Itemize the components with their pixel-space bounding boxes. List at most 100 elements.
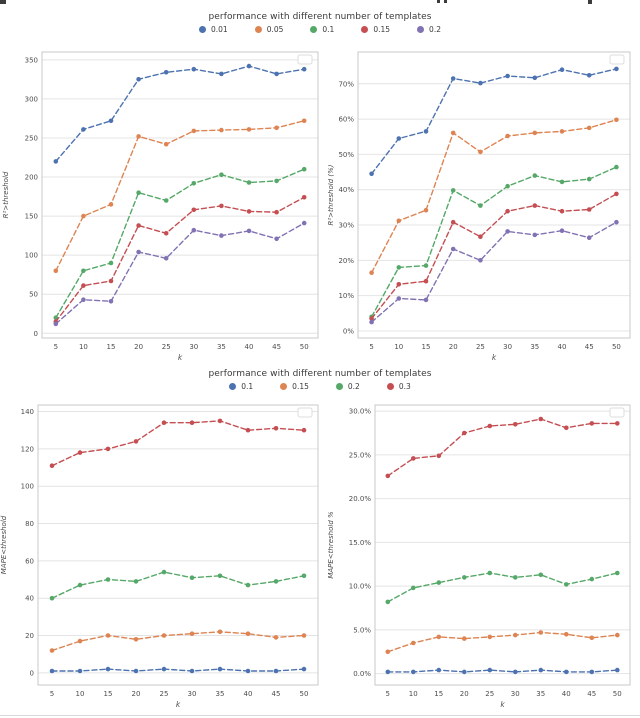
y-tick-label: 5.0% (353, 626, 371, 634)
series-line (370, 68, 618, 175)
series-point (559, 228, 565, 233)
x-tick-label: 50 (300, 690, 309, 698)
series-point (105, 577, 111, 582)
series-point (487, 570, 493, 576)
legend-bottom: performance with different number of tem… (0, 369, 640, 391)
chart-r2-threshold-percent: 0% 10% 20% 30% 40% 50% 60% 70% 5 10 15 20 25 30 35 40 45… (327, 42, 636, 368)
series-point (191, 207, 197, 213)
y-tick-label: 20 (25, 632, 34, 640)
series-point (411, 669, 416, 675)
series-point (163, 141, 169, 147)
series-point (614, 219, 619, 225)
x-tick-label: 25 (476, 343, 485, 351)
series-point (105, 633, 111, 638)
x-tick-label: 35 (536, 690, 545, 698)
plot-border (37, 404, 319, 686)
series-point (589, 635, 595, 641)
empty-legend-box (297, 407, 313, 418)
series-point (462, 575, 467, 580)
series-point (538, 572, 544, 578)
chart-svg: 0 50 100 150 200 250 300 350 5 10 15 20 25 30 35 40 45 50… (2, 51, 319, 362)
x-tick-label: 35 (216, 690, 225, 698)
series-point (108, 118, 114, 124)
series-point (513, 632, 518, 638)
chart-svg: 0.0% 5.0% 10.0% 15.0% 20.0% 25.0% 30.0% 5 10 15 20… (327, 404, 631, 709)
y-tick-label: 10.0% (349, 583, 372, 591)
series-point (217, 666, 223, 672)
series-point (396, 296, 402, 301)
series-point (450, 246, 456, 252)
series-point (505, 133, 510, 139)
series-point (217, 418, 223, 424)
legend-entry-label: 0.1 (322, 25, 335, 34)
legend-marker-icon (361, 26, 369, 33)
series-point (161, 569, 167, 575)
series-point (586, 235, 592, 240)
series-point (586, 176, 592, 182)
series-point (478, 80, 483, 86)
x-tick-label: 10 (409, 690, 418, 698)
series-point (396, 265, 402, 270)
y-tick-label: 50% (338, 151, 354, 159)
series-point (301, 66, 307, 72)
series-point (301, 573, 307, 579)
x-tick-label: 25 (160, 690, 169, 698)
legend-title: performance with different number of tem… (208, 12, 432, 22)
series-point (245, 582, 251, 588)
series-point (77, 582, 83, 588)
legend-marker-icon (386, 383, 394, 390)
y-tick-label: 20.0% (349, 495, 372, 503)
empty-legend-box (609, 54, 625, 65)
plot-border (357, 51, 631, 339)
series-point (49, 668, 55, 674)
series-line (55, 65, 305, 163)
series-point (538, 667, 544, 673)
series-point (133, 439, 139, 444)
series-point (301, 118, 307, 124)
series-line (51, 571, 305, 599)
series-point (532, 232, 538, 238)
x-tick-label: 50 (612, 343, 621, 351)
x-tick-label: 45 (272, 690, 281, 698)
chart-svg: 0 20 40 60 80 100 120 140 5 10 15 20 25 30 35 40 45 50 k MA… (0, 404, 319, 709)
series-point (436, 580, 442, 585)
series-line (55, 196, 305, 323)
series-point (301, 166, 307, 172)
empty-legend-box (297, 54, 313, 65)
series-point (385, 669, 391, 675)
series-point (411, 640, 416, 646)
legend-entry: 0.1 (229, 382, 253, 391)
cropped-text-fragment (588, 0, 592, 4)
series-line (51, 668, 305, 672)
legend-entry-label: 0.15 (373, 25, 391, 34)
series-line (387, 631, 618, 653)
series-point (369, 270, 374, 275)
y-tick-label: 70% (338, 80, 354, 88)
series-point (396, 282, 402, 287)
series-point (136, 249, 141, 255)
series-point (273, 635, 279, 640)
x-tick-label: 20 (134, 343, 143, 351)
series-point (191, 128, 197, 134)
series-point (586, 125, 592, 131)
series-point (49, 595, 55, 601)
series-point (538, 416, 544, 422)
series-point (53, 268, 59, 274)
series-point (219, 233, 224, 238)
y-tick-label: 300 (25, 95, 38, 103)
series-point (189, 668, 195, 674)
series-point (478, 234, 483, 239)
series-point (77, 668, 83, 674)
series-point (614, 164, 619, 170)
x-axis-label: k (500, 700, 505, 709)
series-point (274, 178, 279, 184)
x-tick-label: 25 (485, 690, 494, 698)
chart-r2-threshold-count: 0 50 100 150 200 250 300 350 5 10 15 20 25 30 35 40 45 50… (0, 42, 324, 368)
y-axis-label: MAPE<threshold (0, 515, 8, 574)
series-point (423, 129, 429, 134)
series-point (217, 629, 223, 635)
series-point (133, 579, 139, 584)
series-point (105, 666, 111, 672)
y-tick-label: 120 (21, 445, 34, 453)
series-point (161, 420, 167, 425)
